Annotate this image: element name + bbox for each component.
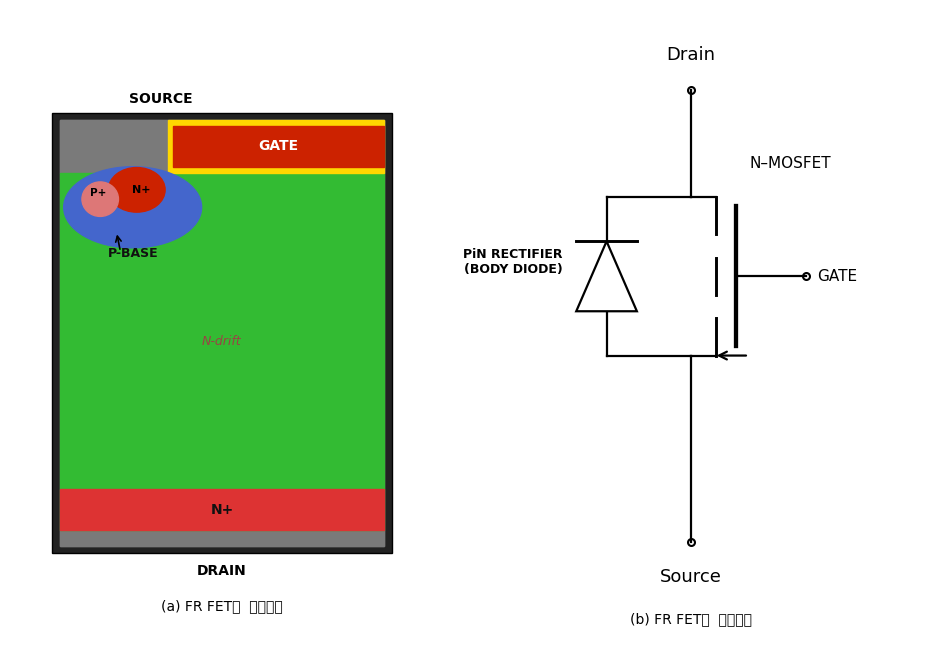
Text: SOURCE: SOURCE: [129, 92, 192, 106]
Text: DRAIN: DRAIN: [197, 564, 247, 579]
Bar: [173, 126, 384, 167]
Text: N-drift: N-drift: [202, 335, 242, 348]
Polygon shape: [576, 241, 636, 311]
Text: GATE: GATE: [258, 140, 299, 154]
Ellipse shape: [82, 182, 118, 216]
Text: Source: Source: [659, 568, 721, 586]
Text: PiN RECTIFIER
(BODY DIODE): PiN RECTIFIER (BODY DIODE): [463, 248, 562, 276]
Text: P+: P+: [89, 188, 107, 198]
Text: N+: N+: [210, 503, 233, 517]
Bar: [60, 489, 384, 530]
Bar: [169, 120, 384, 173]
Text: GATE: GATE: [817, 269, 857, 284]
FancyBboxPatch shape: [52, 113, 391, 554]
Text: N+: N+: [131, 185, 149, 195]
Bar: [60, 120, 384, 173]
Text: (b) FR FET의  등가회로: (b) FR FET의 등가회로: [629, 612, 751, 626]
Text: N–MOSFET: N–MOSFET: [749, 156, 830, 171]
Text: Drain: Drain: [665, 46, 714, 64]
Bar: [60, 173, 384, 530]
Bar: [60, 530, 384, 546]
Text: P-BASE: P-BASE: [109, 247, 159, 260]
Ellipse shape: [109, 167, 165, 212]
Bar: [60, 120, 384, 546]
Ellipse shape: [64, 167, 202, 248]
Text: (a) FR FET의  기본구조: (a) FR FET의 기본구조: [161, 599, 283, 613]
